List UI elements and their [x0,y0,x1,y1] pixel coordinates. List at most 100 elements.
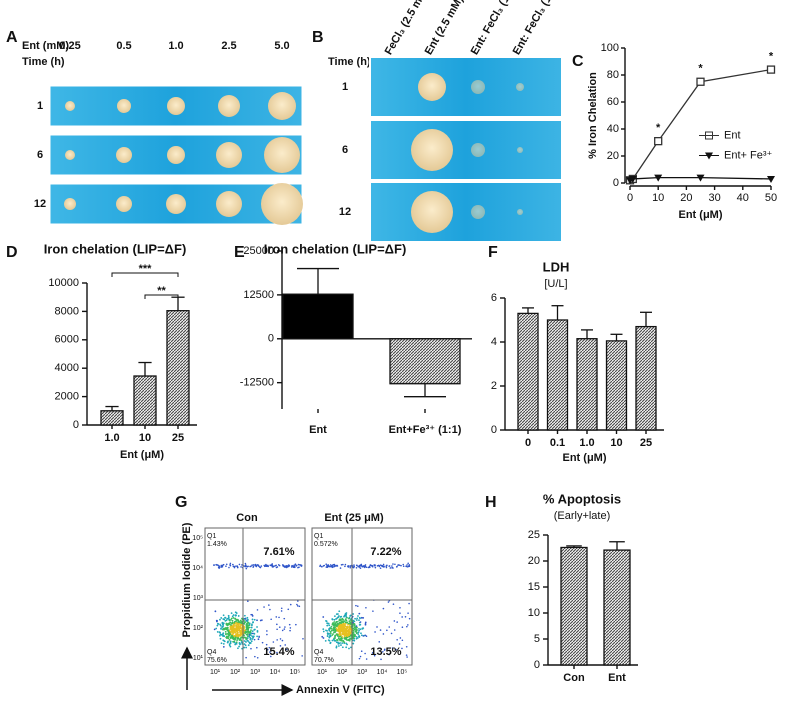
event-dot [335,625,338,628]
event-dot [233,624,236,626]
event-dot [222,625,224,628]
y-tick-label: 12500 [243,289,274,301]
event-dot [331,618,334,621]
event-dot [255,564,258,567]
event-dot [289,627,292,629]
event-dot [276,651,278,654]
event-dot [335,620,338,623]
event-dot [329,564,332,566]
event-dot [343,633,346,636]
quadrant-value: 75.6% [207,657,227,664]
event-dot [248,635,251,638]
event-dot [245,631,247,634]
event-dot [322,628,325,630]
event-dot [356,631,358,634]
event-dot [230,633,233,636]
event-dot [245,641,247,643]
event-dot [257,638,260,641]
event-dot [288,623,291,626]
event-dot [256,629,259,632]
event-dot [401,616,403,618]
chart-subtitle: (Early+late) [554,510,611,522]
significance-bracket [144,294,179,299]
event-dot [247,629,249,632]
quadrant-name: Q4 [314,649,323,656]
x-tick-label: 0 [627,192,633,204]
event-dot [229,562,232,565]
x-tick-label: 10 [610,437,622,449]
event-dot [364,622,367,625]
event-dot [326,635,329,638]
event-dot [218,566,220,568]
event-dot [329,642,332,645]
event-dot [222,618,225,620]
y-tick-label: 10¹ [193,655,204,662]
event-dot [234,638,237,641]
axis-label: Propidium Iodide (PE) [181,522,193,637]
event-dot [258,566,261,568]
significance: *** [139,263,153,275]
event-dot [265,643,268,646]
event-dot [325,620,328,623]
event-dot [256,646,258,649]
event-dot [224,630,227,633]
event-dot [331,634,334,637]
event-dot [324,639,327,642]
quadrant-value: 0.572% [314,541,338,548]
event-dot [402,563,405,566]
event-dot [325,629,327,632]
event-dot [251,630,254,633]
event-dot [216,624,219,627]
x-tick-label: 0 [525,437,531,449]
event-dot [337,628,340,631]
event-dot [229,640,232,643]
colony-spot [167,146,185,164]
event-dot [348,635,351,638]
event-dot [356,626,358,629]
event-dot [284,626,286,628]
colony-spot [116,196,132,212]
event-dot [245,625,248,628]
bar [576,338,598,431]
panel-label: A [6,29,18,46]
event-dot [256,657,259,659]
event-dot [244,564,247,566]
event-dot [297,563,300,566]
event-dot [276,628,278,631]
event-dot [215,627,218,630]
event-dot [231,619,234,622]
event-dot [238,642,241,645]
event-dot [278,626,281,628]
y-tick-label: 15 [528,581,540,593]
event-dot [382,633,385,635]
x-tick-label: 10⁵ [397,669,408,676]
event-dot [335,639,338,641]
event-dot [344,625,347,628]
event-dot [335,646,338,649]
event-dot [357,565,359,568]
event-dot [352,631,355,634]
event-dot [358,619,360,622]
event-dot [400,564,402,567]
event-dot [408,565,411,567]
event-dot [323,564,326,567]
bar [100,410,124,426]
y-tick-label: 0 [613,177,619,189]
event-dot [353,634,356,637]
quadrant-name: Q1 [207,533,216,540]
bar [635,325,657,431]
event-dot [219,634,221,637]
event-dot [344,631,347,633]
event-dot [284,566,286,568]
event-dot [280,607,283,610]
event-dot [301,655,303,657]
event-dot [329,627,332,630]
event-dot [345,621,348,624]
event-dot [227,616,230,619]
quadrant-value: 13.5% [370,646,401,658]
event-dot [358,627,360,630]
event-dot [358,612,361,615]
event-dot [385,566,388,569]
event-dot [349,614,352,617]
event-dot [225,623,228,626]
